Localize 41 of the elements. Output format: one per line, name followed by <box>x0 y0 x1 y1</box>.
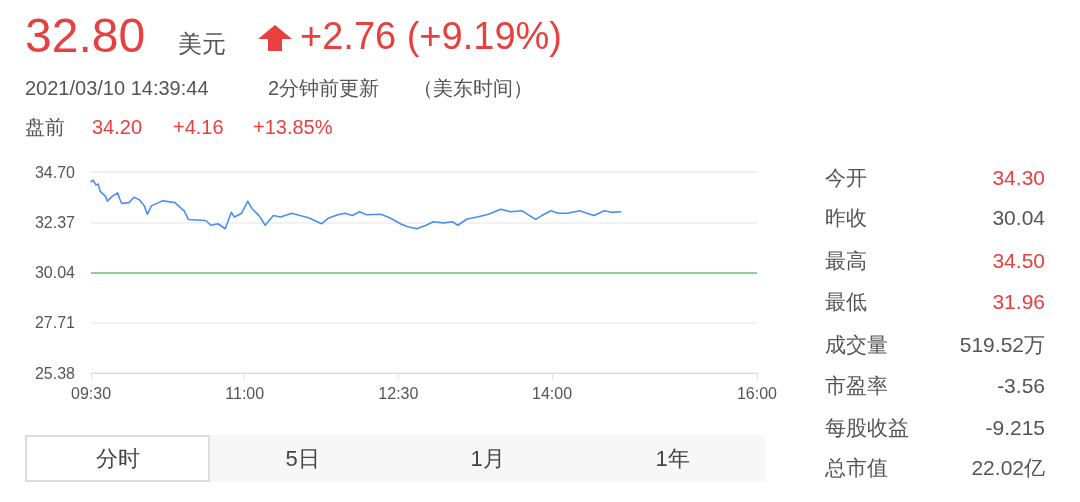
text: 1年 <box>580 435 765 482</box>
text: 31.96 <box>992 290 1045 313</box>
text: 市盈率 <box>825 374 888 397</box>
x-tick-label: 12:30 <box>378 384 419 402</box>
y-tick-label: 30.04 <box>34 264 76 281</box>
text: 最高 <box>825 249 867 272</box>
y-tick-label: 32.37 <box>34 213 76 231</box>
text: 成交量 <box>825 333 888 356</box>
text: （美东时间） <box>413 77 533 99</box>
y-tick-label: 34.70 <box>34 163 76 181</box>
text: 32.80 <box>25 9 146 62</box>
text: 34.50 <box>992 249 1045 272</box>
text: 34.20 <box>92 116 143 138</box>
text: +13.85% <box>253 116 333 138</box>
text: +4.16 <box>173 116 224 138</box>
text: 每股收益 <box>825 416 909 439</box>
text: 昨收 <box>825 206 867 229</box>
text: 5日 <box>210 435 395 482</box>
x-tick-label: 11:00 <box>225 384 265 402</box>
text: -3.56 <box>997 374 1045 397</box>
text: 2分钟前更新 <box>268 77 380 99</box>
x-tick-label: 14:00 <box>532 384 573 402</box>
y-tick-label: 27.71 <box>34 314 76 332</box>
text: +2.76 (+9.19%) <box>300 15 562 57</box>
x-tick-label: 09:30 <box>70 384 112 402</box>
text: 总市值 <box>825 456 888 479</box>
y-tick-label: 25.38 <box>34 364 76 382</box>
text: 2021/03/10 14:39:44 <box>25 77 209 99</box>
text: 519.52万 <box>959 333 1045 356</box>
line-series <box>90 179 622 230</box>
text: 分时 <box>25 435 210 482</box>
text: 22.02亿 <box>971 456 1045 479</box>
text: 美元 <box>178 30 226 57</box>
x-tick-label: 16:00 <box>736 384 778 402</box>
text: 今开 <box>825 166 867 189</box>
text: -9.215 <box>985 416 1045 439</box>
text: 1月 <box>395 435 580 482</box>
text: 34.30 <box>992 166 1045 189</box>
text: 盘前 <box>25 116 65 138</box>
text: 最低 <box>825 290 867 313</box>
text: 30.04 <box>992 206 1045 229</box>
